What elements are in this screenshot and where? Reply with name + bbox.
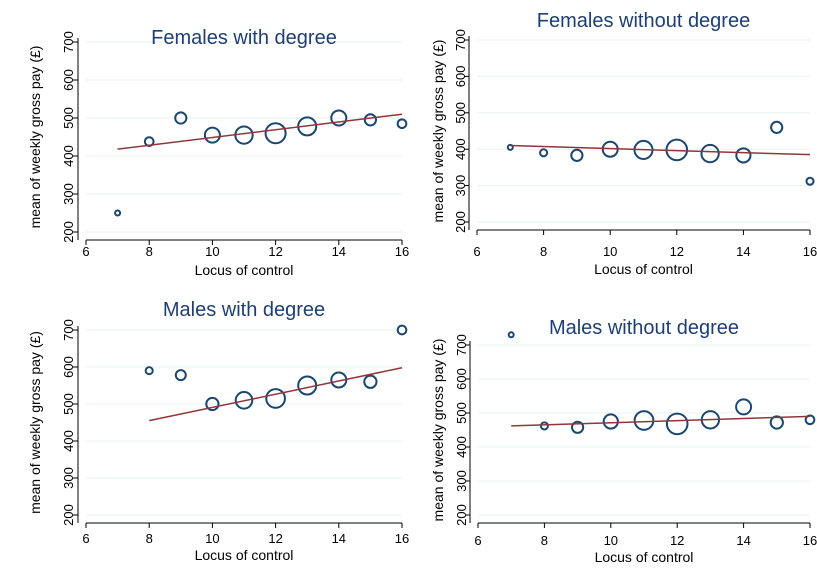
y-tick-label: 700 <box>61 31 76 53</box>
x-tick-label: 10 <box>604 533 618 548</box>
y-tick-label: 400 <box>61 145 76 167</box>
x-axis-title: Locus of control <box>594 261 693 277</box>
chart-title: Females without degree <box>537 10 750 32</box>
y-tick-label: 200 <box>454 504 469 526</box>
data-point <box>539 421 549 431</box>
y-tick-label: 700 <box>454 334 469 356</box>
y-tick-label: 200 <box>453 211 468 233</box>
x-tick-label: 14 <box>736 533 750 548</box>
y-tick-label: 400 <box>61 430 76 452</box>
data-point <box>174 369 187 382</box>
chart-panel-4: 6 8 10 12 14 16 200 300 400 500 600 700 Males withou… <box>430 317 817 565</box>
x-tick-label: 10 <box>205 531 219 546</box>
x-tick-label: 8 <box>540 244 547 259</box>
data-point <box>330 109 348 127</box>
y-tick-label: 300 <box>61 183 76 205</box>
y-tick-label: 500 <box>453 102 468 124</box>
data-point <box>144 366 154 376</box>
x-tick-label: 8 <box>146 244 153 259</box>
x-tick-label: 14 <box>736 244 750 259</box>
x-tick-label: 8 <box>146 531 153 546</box>
data-point <box>363 113 377 127</box>
y-tick-label: 400 <box>453 138 468 160</box>
fit-line <box>117 113 403 150</box>
y-axis-title: mean of weekly gross pay (£) <box>430 339 446 522</box>
chart-title: Females with degree <box>151 27 337 49</box>
chart-title: Males without degree <box>549 317 739 339</box>
data-point <box>396 118 408 130</box>
x-tick-label: 14 <box>332 244 346 259</box>
x-tick-label: 6 <box>473 244 480 259</box>
x-tick-label: 12 <box>268 244 282 259</box>
y-tick-label: 600 <box>61 356 76 378</box>
data-point <box>396 324 408 336</box>
x-tick-label: 16 <box>395 531 409 546</box>
x-tick-label: 16 <box>803 533 817 548</box>
y-tick-label: 500 <box>61 393 76 415</box>
data-point <box>203 126 221 144</box>
y-tick-label: 500 <box>61 107 76 129</box>
fit-line <box>511 415 811 427</box>
y-tick-label: 700 <box>453 29 468 51</box>
chart-panel-1: 6 8 10 12 14 16 200 300 400 500 600 700 Females with… <box>27 27 409 278</box>
data-point <box>507 331 515 339</box>
data-point <box>735 147 752 164</box>
x-tick-label: 10 <box>205 244 219 259</box>
data-point <box>770 120 784 134</box>
data-point <box>174 111 188 125</box>
x-tick-label: 16 <box>395 244 409 259</box>
x-axis-title: Locus of control <box>195 547 294 563</box>
data-point <box>264 122 287 145</box>
y-tick-label: 200 <box>61 504 76 526</box>
data-point <box>571 420 585 434</box>
data-point <box>602 413 619 430</box>
data-point <box>665 412 689 436</box>
y-tick-label: 400 <box>454 436 469 458</box>
x-axis-title: Locus of control <box>595 549 694 565</box>
x-tick-label: 12 <box>268 531 282 546</box>
data-point <box>633 410 655 431</box>
data-point <box>769 415 784 430</box>
x-axis-title: Locus of control <box>195 262 294 278</box>
data-point <box>805 176 815 186</box>
y-axis-title: mean of weekly gross pay (£) <box>27 331 43 514</box>
y-tick-label: 300 <box>61 467 76 489</box>
y-tick-label: 700 <box>61 319 76 341</box>
x-tick-label: 6 <box>474 533 481 548</box>
data-point <box>804 414 816 426</box>
y-tick-label: 500 <box>454 402 469 424</box>
x-tick-label: 12 <box>670 533 684 548</box>
y-tick-label: 300 <box>454 470 469 492</box>
fit-line <box>149 367 403 422</box>
data-point <box>570 148 584 162</box>
x-tick-label: 6 <box>82 244 89 259</box>
data-point <box>539 148 549 158</box>
x-tick-label: 6 <box>82 531 89 546</box>
data-point <box>234 391 254 410</box>
data-point <box>506 143 514 151</box>
x-tick-label: 14 <box>332 531 346 546</box>
y-tick-label: 200 <box>61 221 76 243</box>
y-axis-title: mean of weekly gross pay (£) <box>27 46 43 229</box>
x-tick-label: 12 <box>670 244 684 259</box>
data-point <box>114 209 122 217</box>
chart-title: Males with degree <box>163 299 325 321</box>
data-point <box>265 388 286 409</box>
fit-line <box>510 144 811 156</box>
data-point <box>700 143 720 164</box>
x-tick-label: 8 <box>541 533 548 548</box>
y-axis-title: mean of weekly gross pay (£) <box>430 40 446 223</box>
data-point <box>735 398 753 416</box>
chart-panel-3: 6 8 10 12 14 16 200 300 400 500 600 700 Males with d… <box>27 299 409 563</box>
x-tick-label: 16 <box>803 244 817 259</box>
y-tick-label: 600 <box>453 66 468 88</box>
y-tick-label: 300 <box>453 175 468 197</box>
chart-panel-2: 6 8 10 12 14 16 200 300 400 500 600 700 Females with… <box>430 10 817 277</box>
y-tick-label: 600 <box>454 368 469 390</box>
y-tick-label: 600 <box>61 69 76 91</box>
x-tick-label: 10 <box>603 244 617 259</box>
data-point <box>363 374 378 389</box>
data-point <box>205 396 220 412</box>
